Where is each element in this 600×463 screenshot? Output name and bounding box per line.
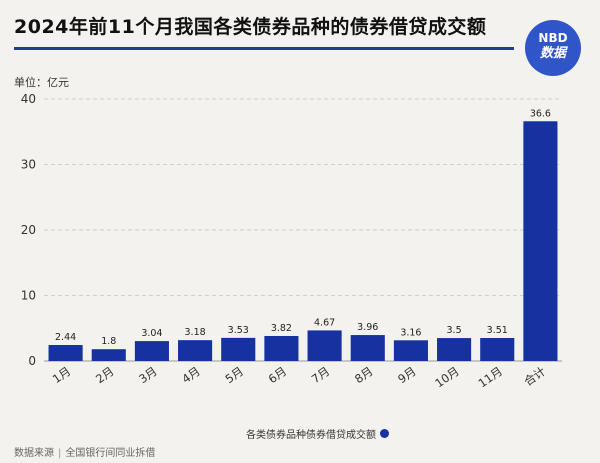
y-tick-label: 30	[21, 158, 36, 172]
x-axis-ticks: 1月 2月 3月 4月 5月 6月 7月 8月 9月 10月 11月 合计	[50, 364, 549, 391]
data-label: 3.5	[447, 325, 462, 336]
x-tick-label: 3月	[136, 364, 159, 386]
logo-text-nbd: NBD	[538, 31, 568, 45]
bar	[178, 340, 213, 361]
legend-swatch	[380, 429, 389, 438]
bar	[48, 345, 83, 361]
bars	[48, 121, 558, 362]
data-label: 36.6	[530, 108, 551, 119]
title-underline	[14, 47, 514, 50]
x-tick-label: 8月	[352, 364, 375, 386]
data-label: 1.8	[101, 336, 116, 347]
y-axis-ticks: 0 10 20 30 40	[21, 92, 36, 368]
legend-label: 各类债券品种债券借贷成交额	[246, 430, 376, 441]
source-value: 全国银行间同业拆借	[65, 448, 156, 459]
bar	[523, 121, 558, 362]
bar	[91, 349, 126, 361]
bar	[221, 337, 256, 361]
unit-label: 单位：亿元	[14, 76, 69, 89]
x-tick-label: 9月	[395, 364, 418, 386]
y-tick-label: 20	[21, 223, 36, 237]
source-note: 数据来源 | 全国银行间同业拆借	[14, 448, 156, 459]
data-label: 3.82	[271, 323, 292, 334]
source-label: 数据来源	[14, 448, 54, 459]
legend: 各类债券品种债券借贷成交额	[246, 426, 389, 441]
x-tick-label: 4月	[179, 364, 202, 386]
x-tick-label: 7月	[309, 364, 332, 386]
bar	[264, 335, 299, 361]
data-label: 4.67	[314, 317, 335, 328]
data-label: 2.44	[55, 332, 76, 343]
bar	[480, 338, 515, 361]
data-label: 3.04	[141, 328, 162, 339]
y-tick-label: 40	[21, 92, 36, 106]
x-tick-label: 1月	[50, 364, 73, 386]
bar	[307, 330, 342, 361]
logo-text-data: 数据	[539, 46, 566, 61]
x-tick-label: 6月	[266, 364, 289, 386]
data-label: 3.53	[228, 325, 249, 336]
data-label: 3.18	[185, 327, 206, 338]
x-tick-label: 11月	[476, 364, 505, 390]
data-label: 3.16	[400, 327, 421, 338]
nbd-logo: NBD 数据	[525, 20, 581, 76]
x-tick-label: 5月	[223, 364, 246, 386]
chart-title: 2024年前11个月我国各类债券品种的债券借贷成交额	[14, 16, 487, 38]
bar	[437, 338, 472, 361]
data-label: 3.51	[487, 325, 508, 336]
bar	[134, 341, 169, 361]
data-labels: 2.44 1.8 3.04 3.18 3.53 3.82 4.67 3.96 3.16 3.5 3.…	[55, 108, 551, 347]
x-tick-label: 2月	[93, 364, 116, 386]
bar	[350, 335, 385, 361]
bar	[393, 340, 428, 361]
y-tick-label: 10	[21, 289, 36, 303]
x-tick-label: 合计	[521, 364, 548, 389]
x-tick-label: 10月	[432, 364, 461, 390]
gridlines	[44, 98, 562, 296]
data-label: 3.96	[357, 322, 378, 333]
y-tick-label: 0	[28, 354, 36, 368]
